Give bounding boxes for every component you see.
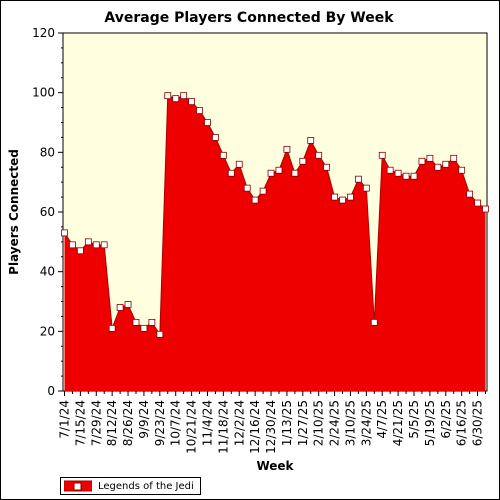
data-point [148,318,156,326]
data-point [426,154,434,162]
x-tick-label: 3/24/25 [359,400,373,446]
data-point [410,172,418,180]
data-point [140,324,148,332]
y-tick-label: 60 [40,205,55,219]
data-point [474,199,481,207]
x-tick-label: 9/23/24 [153,400,167,446]
data-point [204,119,211,126]
x-tick-label: 11/4/24 [200,400,214,446]
data-point [180,92,188,100]
x-tick-label: 2/24/25 [328,400,342,446]
data-point [172,95,180,103]
x-tick-label: 4/21/25 [391,400,405,446]
y-tick-label: 20 [40,324,55,338]
data-point [251,196,259,204]
legend: Legends of the Jedi [60,477,201,495]
y-axis-label: Players Connected [7,149,21,275]
x-tick-label: 12/2/24 [232,400,246,446]
data-point [259,187,267,195]
data-point [418,157,426,165]
x-tick-label: 4/7/25 [375,400,389,439]
x-tick-label: 1/13/25 [280,400,294,446]
x-tick-label: 11/18/24 [216,400,230,454]
data-point [315,151,323,159]
data-point [394,169,402,177]
data-point [458,166,466,174]
data-point [267,169,275,177]
x-tick-label: 5/5/25 [407,400,421,439]
data-point [323,163,331,171]
y-tick-label: 0 [47,384,55,398]
x-tick-label: 12/16/24 [248,400,262,454]
data-point [331,193,338,201]
x-tick-label: 6/30/25 [471,400,485,446]
data-point [164,92,172,100]
data-point [291,169,299,177]
data-point [442,160,450,168]
legend-swatch [64,480,92,492]
data-point [299,157,307,165]
data-point [482,205,489,213]
data-point [116,304,124,311]
data-point [76,247,84,255]
x-tick-label: 2/10/25 [312,400,326,446]
data-point [362,184,370,192]
x-tick-label: 6/2/25 [439,400,453,439]
data-point [100,241,108,249]
y-tick-label: 80 [40,145,55,159]
y-tick-label: 100 [32,86,55,100]
legend-label: Legends of the Jedi [98,480,194,492]
data-point [92,241,100,249]
data-point [227,169,235,177]
marker-layer [61,92,489,338]
y-tick-label: 120 [32,26,55,40]
x-tick-label: 6/16/25 [455,400,469,446]
series-area [64,95,486,392]
data-point [283,145,291,153]
x-axis: 7/1/24 7/15/24 7/29/24 8/12/24 8/26/24 9/9/24… [58,391,486,454]
data-point [386,166,394,174]
x-axis-label: Week [256,459,294,473]
data-point [370,318,378,326]
data-point [84,238,92,246]
chart-title: Average Players Connected By Week [104,10,394,26]
data-point [378,151,386,159]
data-point [132,318,140,326]
x-tick-label: 12/30/24 [264,400,278,454]
data-point [355,175,362,183]
data-point [434,163,442,171]
data-point [124,301,132,308]
data-point [466,190,474,198]
x-tick-label: 8/12/24 [105,400,119,446]
data-point [235,160,243,168]
data-point [196,107,203,114]
data-point [212,134,219,141]
x-tick-label: 1/27/25 [296,400,310,446]
x-tick-label: 7/15/24 [73,400,87,446]
data-point [69,241,76,249]
x-tick-label: 10/21/24 [185,400,199,454]
y-axis: 0 20 40 60 80 100 120 [32,26,63,398]
data-point [61,229,68,237]
x-tick-label: 3/10/25 [343,400,357,446]
x-tick-label: 10/7/24 [169,400,183,446]
x-tick-label: 9/9/24 [137,400,151,439]
data-point [450,154,458,162]
data-point [347,193,354,201]
data-point [219,151,227,159]
x-tick-label: 5/19/25 [423,400,437,446]
data-point [307,136,315,144]
x-tick-label: 7/1/24 [58,400,72,439]
data-point [108,324,116,332]
data-point [275,166,283,174]
x-tick-label: 8/26/24 [121,400,135,446]
x-tick-label: 7/29/24 [89,400,103,446]
data-point [188,98,195,106]
y-tick-label: 40 [40,265,55,279]
data-point [339,196,346,204]
data-point [243,184,251,192]
data-point [156,330,164,338]
data-point [402,172,410,180]
